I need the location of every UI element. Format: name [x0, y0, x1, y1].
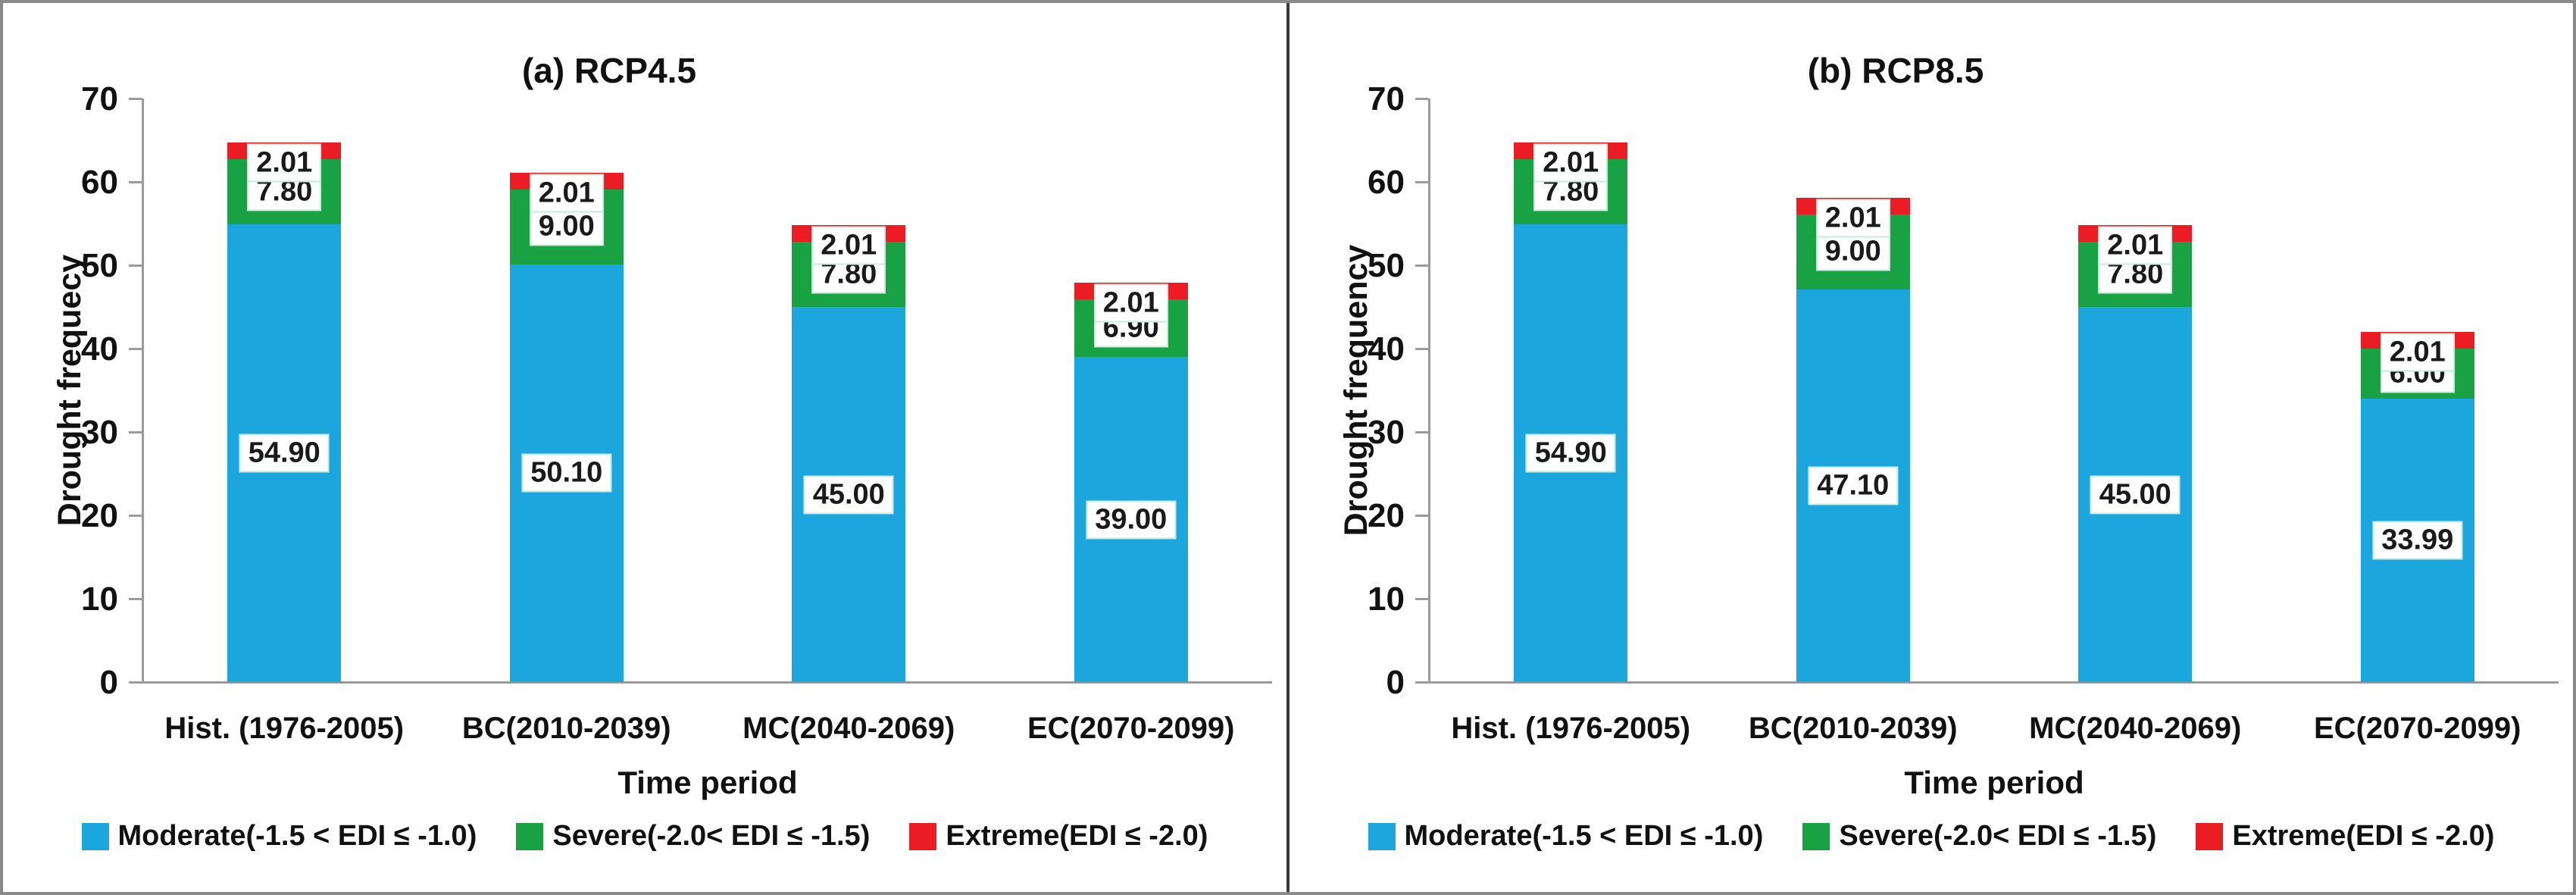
x-category-label: BC(2010-2039): [461, 712, 671, 745]
y-tick-label: 60: [1368, 164, 1405, 201]
y-tick-mark: [1415, 264, 1428, 267]
legend-item: Moderate(-1.5 < EDI ≤ -1.0): [1368, 820, 1764, 853]
y-tick-mark: [129, 431, 142, 433]
legend-label: Extreme(EDI ≤ -2.0): [946, 820, 1208, 852]
chart-title: (a) RCP4.5: [521, 51, 697, 91]
y-tick-label: 70: [81, 80, 118, 117]
y-tick-label: 20: [1368, 497, 1405, 534]
legend-item: Extreme(EDI ≤ -2.0): [909, 820, 1208, 853]
y-tick-mark: [129, 515, 142, 517]
x-category-label: MC(2040-2069): [742, 712, 955, 745]
value-label: 2.01: [1533, 143, 1608, 183]
y-tick-mark: [1415, 181, 1428, 183]
legend-item: Extreme(EDI ≤ -2.0): [2196, 820, 2494, 853]
legend-label: Extreme(EDI ≤ -2.0): [2232, 820, 2495, 852]
value-label: 2.01: [2098, 226, 2173, 265]
x-category-label: MC(2040-2069): [2029, 712, 2242, 745]
x-category-label: EC(2070-2099): [2314, 712, 2521, 745]
y-tick-label: 50: [81, 247, 118, 284]
value-label: 9.00: [1815, 232, 1890, 271]
y-axis-line: [1428, 99, 1430, 684]
value-label: 50.10: [521, 453, 612, 493]
x-category-label: BC(2010-2039): [1748, 712, 1958, 745]
legend-swatch: [909, 822, 937, 850]
value-label: 2.01: [811, 226, 886, 265]
x-axis-line: [1430, 681, 2559, 684]
y-tick-label: 30: [1368, 414, 1405, 451]
y-tick-label: 40: [81, 330, 118, 368]
x-axis-title: Time period: [617, 765, 798, 800]
x-category-label: Hist. (1976-2005): [1451, 712, 1691, 745]
legend-label: Severe(-2.0< EDI ≤ -1.5): [552, 820, 871, 852]
x-category-label: Hist. (1976-2005): [164, 712, 405, 745]
y-tick-mark: [1415, 681, 1428, 684]
legend-item: Severe(-2.0< EDI ≤ -1.5): [1802, 820, 2156, 853]
y-axis-line: [142, 99, 144, 684]
value-label: 2.01: [1093, 283, 1168, 323]
legend-label: Moderate(-1.5 < EDI ≤ -1.0): [1404, 820, 1764, 852]
value-label: 9.00: [529, 207, 604, 246]
panel-rcp85: (b) RCP8.5 Drought frequency 0 10 20 30 40 50…: [1290, 3, 2573, 892]
legend: Moderate(-1.5 < EDI ≤ -1.0) Severe(-2.0< …: [3, 820, 1286, 853]
y-tick-mark: [1415, 348, 1428, 350]
y-tick-label: 40: [1368, 330, 1405, 368]
y-tick-label: 10: [81, 580, 118, 618]
y-tick-label: 30: [81, 414, 118, 451]
y-tick-mark: [129, 98, 142, 100]
legend-swatch: [1802, 822, 1830, 850]
legend-swatch: [1368, 822, 1396, 850]
y-tick-label: 50: [1368, 247, 1405, 284]
legend-swatch: [2196, 822, 2224, 850]
value-label: 45.00: [2090, 475, 2181, 514]
legend-item: Severe(-2.0< EDI ≤ -1.5): [516, 820, 870, 853]
y-tick-label: 0: [99, 664, 118, 701]
x-axis-line: [143, 681, 1272, 684]
value-label: 54.90: [1525, 433, 1616, 473]
y-tick-mark: [1415, 431, 1428, 433]
y-tick-mark: [129, 681, 142, 684]
legend-item: Moderate(-1.5 < EDI ≤ -1.0): [81, 820, 477, 853]
panel-rcp45: (a) RCP4.5 Drought frequecy 0 10 20 30 40 50 6…: [3, 3, 1286, 892]
value-label: 2.01: [247, 143, 322, 183]
legend-label: Moderate(-1.5 < EDI ≤ -1.0): [117, 820, 477, 852]
y-tick-label: 0: [1386, 664, 1405, 701]
value-label: 39.00: [1086, 500, 1177, 539]
panel-divider: [1286, 3, 1290, 892]
legend-swatch: [81, 822, 109, 850]
value-label: 47.10: [1808, 466, 1899, 505]
y-tick-label: 20: [81, 497, 118, 534]
value-label: 45.00: [803, 475, 894, 514]
y-tick-mark: [129, 598, 142, 600]
x-axis-title: Time period: [1904, 765, 2084, 800]
value-label: 54.90: [239, 433, 330, 473]
value-label: 2.01: [2380, 333, 2455, 372]
x-category-label: EC(2070-2099): [1027, 712, 1235, 745]
legend: Moderate(-1.5 < EDI ≤ -1.0) Severe(-2.0< …: [1290, 820, 2573, 853]
y-tick-mark: [1415, 515, 1428, 517]
y-tick-mark: [129, 348, 142, 350]
legend-swatch: [516, 822, 544, 850]
y-tick-mark: [1415, 98, 1428, 100]
y-tick-label: 60: [81, 164, 118, 201]
y-tick-mark: [1415, 598, 1428, 600]
chart-title: (b) RCP8.5: [1807, 51, 1984, 91]
value-label: 2.01: [529, 174, 604, 213]
y-tick-label: 10: [1368, 580, 1405, 618]
y-tick-mark: [129, 264, 142, 267]
y-tick-label: 70: [1368, 80, 1405, 117]
value-label: 2.01: [1815, 199, 1890, 238]
legend-label: Severe(-2.0< EDI ≤ -1.5): [1839, 820, 2157, 852]
value-label: 33.99: [2372, 521, 2463, 560]
y-tick-mark: [129, 181, 142, 183]
